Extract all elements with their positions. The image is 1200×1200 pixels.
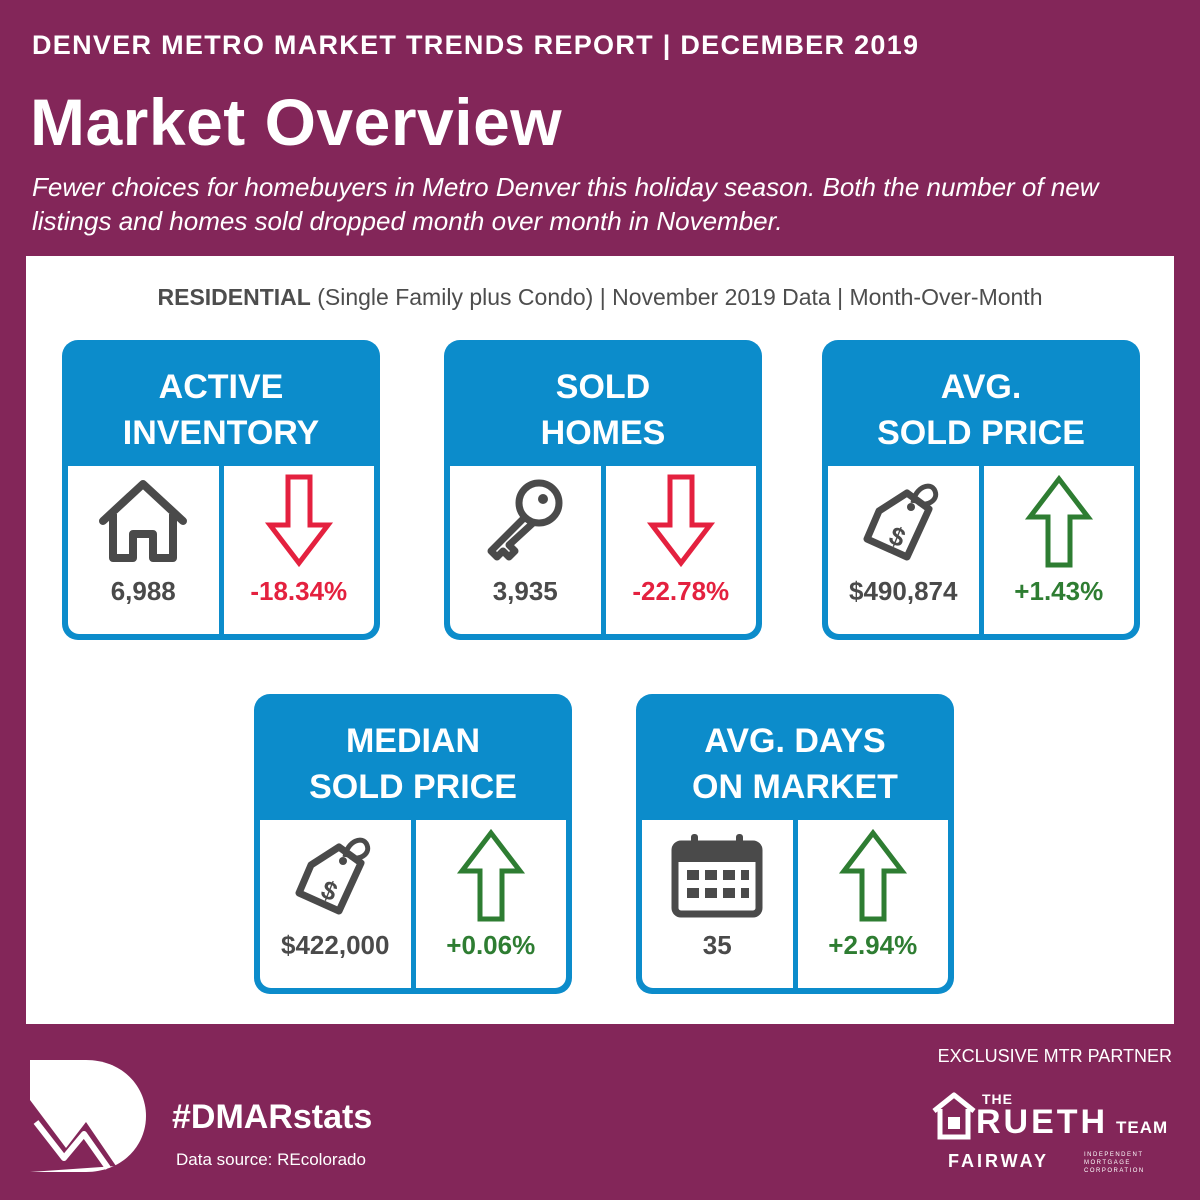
value-cell: $ $490,874: [828, 466, 984, 634]
residential-caption: RESIDENTIAL (Single Family plus Condo) |…: [26, 284, 1174, 311]
value-cell: 6,988: [68, 466, 224, 634]
stat-value: 6,988: [110, 576, 176, 606]
card-active-inventory: ACTIVE INVENTORY 6,988 -18.34%: [62, 340, 380, 640]
dmar-logo: [30, 1060, 146, 1177]
stat-value: 3,935: [492, 576, 558, 606]
card-body: 3,935 -22.78%: [450, 466, 756, 634]
residential-label: RESIDENTIAL: [157, 284, 311, 310]
partner-logo: THE RUETH TEAM FAIRWAY INDEPENDENT MORTG…: [926, 1085, 1176, 1185]
card-median-sold-price: MEDIAN SOLD PRICE $ $422,000 +0.06%: [254, 694, 572, 994]
partner-the: THE: [982, 1091, 1013, 1107]
stat-change: +2.94%: [828, 930, 918, 960]
card-title-line2: INVENTORY: [122, 414, 320, 452]
rueth-house-icon: [932, 1092, 976, 1140]
card-title-line2: SOLD PRICE: [309, 768, 517, 806]
arrow-up-icon: [416, 820, 567, 930]
stat-change: +1.43%: [1014, 576, 1104, 606]
arrow-down-icon: [224, 466, 375, 576]
residential-details: (Single Family plus Condo) | November 20…: [310, 284, 1043, 310]
page-title: Market Overview: [30, 85, 563, 159]
change-cell: -22.78%: [606, 466, 757, 634]
arrow-down-icon: [606, 466, 757, 576]
card-title-line2: SOLD PRICE: [877, 414, 1085, 452]
card-title: SOLD HOMES: [444, 358, 762, 462]
card-title: AVG. DAYS ON MARKET: [636, 712, 954, 816]
card-title-line2: HOMES: [540, 414, 666, 452]
stat-change: -18.34%: [250, 576, 348, 606]
partner-label: EXCLUSIVE MTR PARTNER: [937, 1046, 1172, 1066]
partner-team: TEAM: [1116, 1118, 1169, 1137]
card-title-line2: ON MARKET: [692, 768, 898, 806]
price-tag-icon: $: [260, 820, 411, 930]
card-title-line1: AVG.: [940, 368, 1022, 406]
card-title-line1: MEDIAN: [345, 722, 481, 760]
change-cell: +2.94%: [798, 820, 949, 988]
stats-panel: RESIDENTIAL (Single Family plus Condo) |…: [26, 256, 1174, 1024]
stat-change: +0.06%: [446, 930, 536, 960]
page-subtitle: Fewer choices for homebuyers in Metro De…: [32, 172, 1099, 236]
card-avg-days-on-market: AVG. DAYS ON MARKET 35: [636, 694, 954, 994]
card-title: ACTIVE INVENTORY: [62, 358, 380, 462]
value-cell: 35: [642, 820, 798, 988]
house-icon: [68, 466, 219, 576]
stat-value: $490,874: [849, 576, 958, 606]
card-title-line1: AVG. DAYS: [704, 722, 886, 760]
price-tag-icon: $: [828, 466, 979, 576]
card-body: 6,988 -18.34%: [68, 466, 374, 634]
change-cell: +1.43%: [984, 466, 1135, 634]
card-avg-sold-price: AVG. SOLD PRICE $ $490,874 +1.43%: [822, 340, 1140, 640]
card-body: $ $422,000 +0.06%: [260, 820, 566, 988]
stat-value: $422,000: [281, 930, 390, 960]
partner-fairway: FAIRWAY: [948, 1151, 1050, 1171]
card-title: AVG. SOLD PRICE: [822, 358, 1140, 462]
card-sold-homes: SOLD HOMES 3,935 -22.78%: [444, 340, 762, 640]
key-icon: [450, 466, 601, 576]
card-body: 35 +2.94%: [642, 820, 948, 988]
stat-change: -22.78%: [632, 576, 730, 606]
arrow-up-icon: [798, 820, 949, 930]
svg-text:$: $: [317, 874, 342, 907]
partner-name: RUETH: [976, 1103, 1109, 1141]
value-cell: $ $422,000: [260, 820, 416, 988]
card-title: MEDIAN SOLD PRICE: [254, 712, 572, 816]
data-source: Data source: REcolorado: [176, 1150, 366, 1169]
card-title-line1: SOLD: [555, 368, 651, 406]
svg-text:$: $: [885, 520, 910, 553]
calendar-icon: [642, 820, 793, 930]
arrow-up-icon: [984, 466, 1135, 576]
card-title-line1: ACTIVE: [158, 368, 284, 406]
partner-fairway-sub: INDEPENDENT MORTGAGE CORPORATION: [1084, 1152, 1145, 1174]
value-cell: 3,935: [450, 466, 606, 634]
report-title: DENVER METRO MARKET TRENDS REPORT | DECE…: [32, 30, 920, 60]
card-body: $ $490,874 +1.43%: [828, 466, 1134, 634]
change-cell: +0.06%: [416, 820, 567, 988]
hashtag: #DMARstats: [172, 1098, 373, 1136]
change-cell: -18.34%: [224, 466, 375, 634]
stat-value: 35: [702, 930, 732, 960]
